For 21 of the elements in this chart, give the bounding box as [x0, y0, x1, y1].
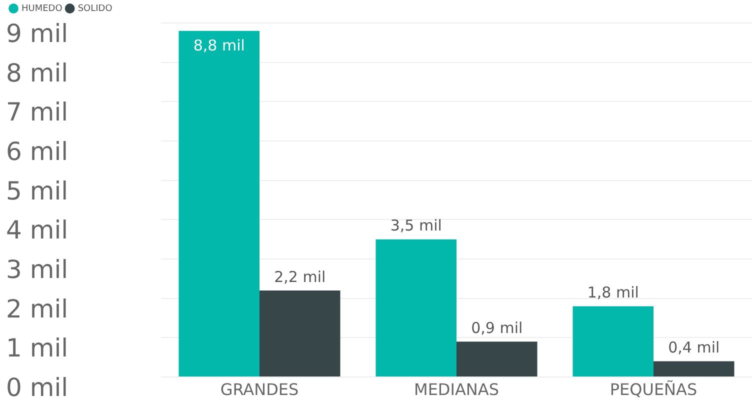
data-label: 0,4 mil — [668, 338, 720, 357]
data-label: 0,9 mil — [471, 318, 523, 337]
legend-label: SOLIDO — [78, 4, 112, 14]
y-tick-label: 4 mil — [6, 216, 68, 245]
x-tick-label: PEQUEÑAS — [610, 380, 698, 399]
y-tick-label: 3 mil — [6, 255, 68, 284]
data-label: 8,8 mil — [193, 36, 245, 54]
y-tick-label: 2 mil — [6, 294, 68, 324]
x-tick-label: GRANDES — [220, 380, 299, 399]
y-tick-label: 6 mil — [6, 137, 68, 166]
y-tick-label: 5 mil — [6, 176, 68, 206]
data-label: 1,8 mil — [587, 284, 639, 302]
x-tick-label: MEDIANAS — [414, 380, 499, 399]
legend-label: HUMEDO — [22, 4, 62, 14]
y-tick-label: 1 mil — [6, 334, 68, 363]
y-tick-label: 9 mil — [6, 19, 68, 48]
data-label: 3,5 mil — [390, 216, 442, 235]
y-tick-label: 7 mil — [6, 98, 68, 127]
y-tick-label: 0 mil — [6, 373, 68, 402]
y-tick-label: 8 mil — [6, 58, 68, 88]
data-label: 2,2 mil — [274, 268, 326, 286]
